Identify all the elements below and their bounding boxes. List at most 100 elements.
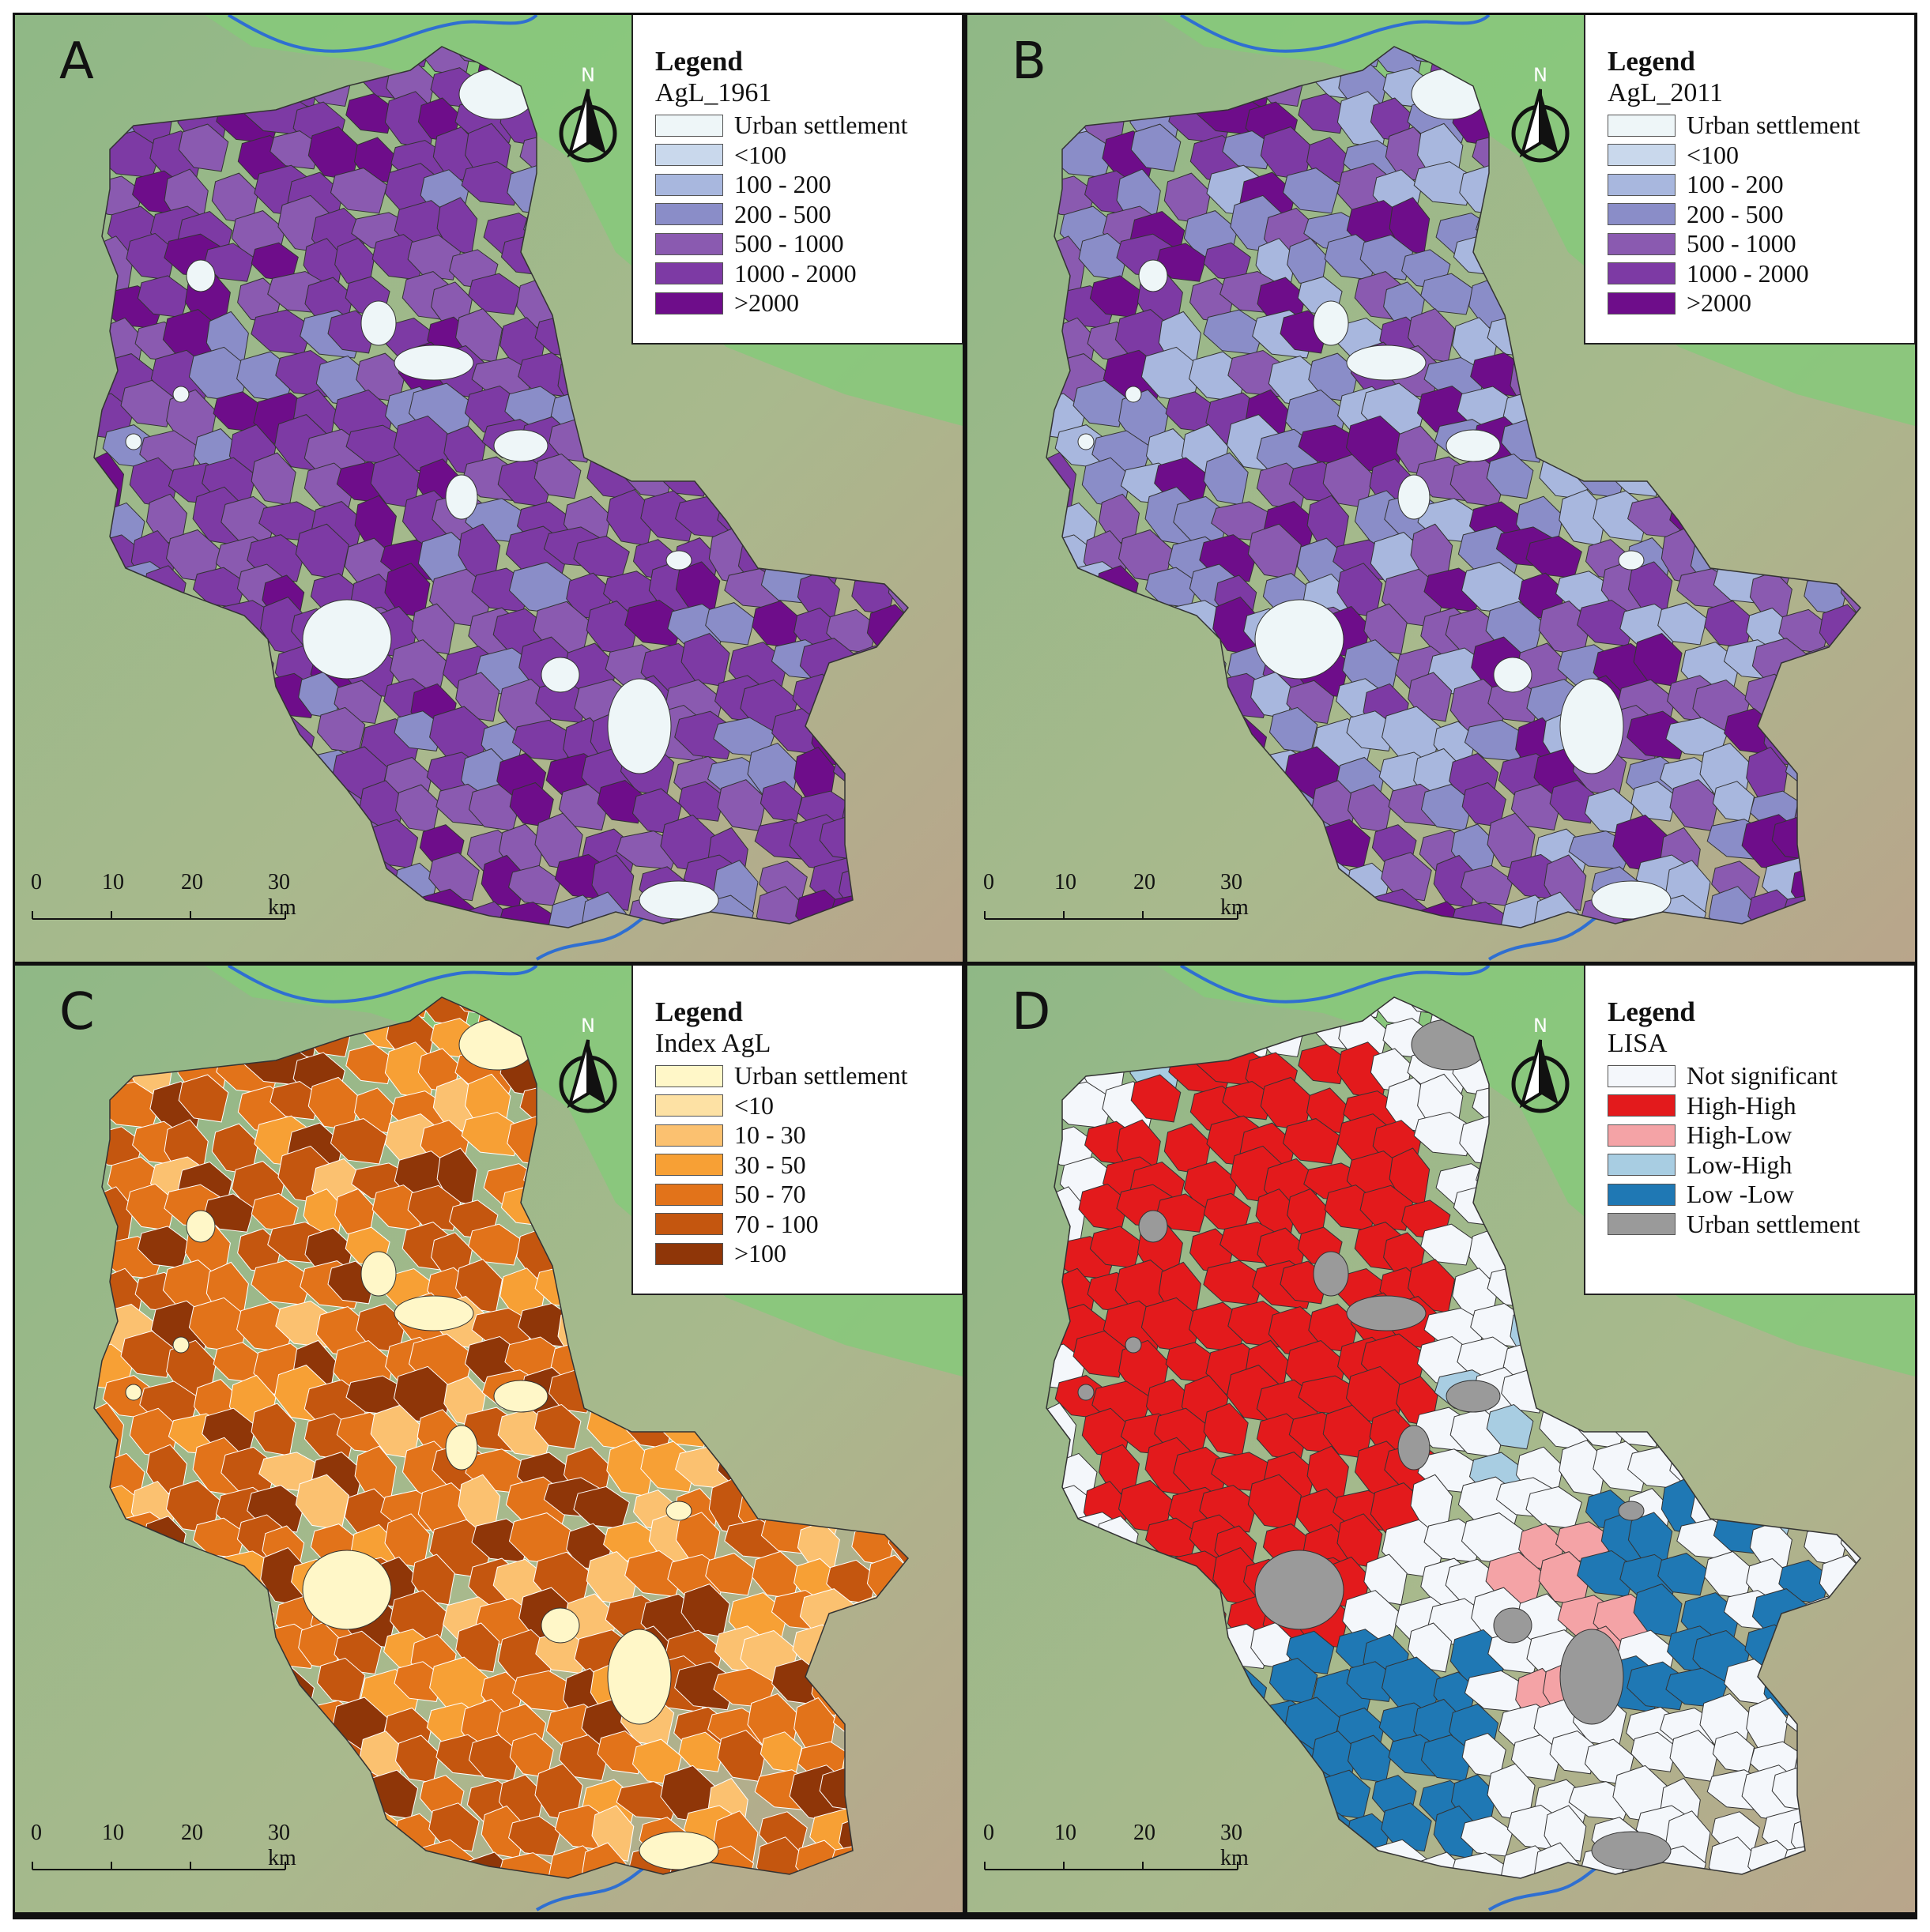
settlement-polygon <box>394 1661 444 1702</box>
legend-swatch <box>1608 1154 1676 1177</box>
map-panel-d: D N Legend LISA Not significant High-High… <box>967 966 1915 1912</box>
settlement-polygon <box>330 1118 388 1165</box>
scale-tick: 30 km <box>1220 870 1249 920</box>
urban-settlement <box>125 1384 142 1401</box>
legend-label: <100 <box>1687 140 1740 169</box>
settlement-polygon <box>1708 886 1759 928</box>
legend-swatch <box>655 1213 723 1236</box>
legend-item: <100 <box>1608 141 1914 171</box>
urban-settlement <box>172 1336 190 1354</box>
legend-item: Urban settlement <box>655 1061 962 1091</box>
legend-label: Low-High <box>1687 1150 1792 1179</box>
urban-settlement <box>1077 1384 1095 1401</box>
legend-label: >2000 <box>734 288 800 318</box>
legend-label: 30 - 50 <box>734 1150 806 1179</box>
legend-label: 1000 - 2000 <box>1687 258 1809 288</box>
legend-title: Legend <box>1608 46 1695 77</box>
urban-settlement <box>665 550 692 571</box>
legend-item: <10 <box>655 1091 962 1121</box>
legend-label: 50 - 70 <box>734 1180 806 1209</box>
urban-settlement <box>1397 1425 1431 1471</box>
legend-swatch <box>655 232 723 255</box>
settlement-polygon <box>1630 781 1677 822</box>
urban-settlement <box>302 1550 392 1630</box>
panel-letter: B <box>1012 32 1046 91</box>
settlement-polygon <box>270 130 322 170</box>
settlement-polygon <box>407 1184 462 1231</box>
settlement-polygon <box>1486 453 1534 499</box>
legend-swatch <box>1608 262 1676 285</box>
legend-label: Not significant <box>1687 1061 1838 1090</box>
scale-bar: 0 10 20 30 km <box>31 868 300 940</box>
legend-label: Urban settlement <box>1687 111 1860 140</box>
urban-settlement <box>186 259 216 292</box>
urban-settlement <box>445 474 478 520</box>
scale-bar: 0 10 20 30 km <box>983 1819 1252 1890</box>
map-panel-a: A N Legend AgL_1961 Urban settlement <100… <box>15 15 963 962</box>
legend-item: High-Low <box>1608 1120 1914 1151</box>
settlement-polygon <box>756 1836 807 1878</box>
urban-settlement <box>445 1425 478 1471</box>
urban-settlement <box>1591 1831 1672 1870</box>
legend-item: 50 - 70 <box>655 1180 962 1210</box>
urban-settlement <box>1493 657 1532 693</box>
settlement-polygon <box>558 1734 609 1781</box>
legend-swatch <box>1608 114 1676 137</box>
legend-item: Low-High <box>1608 1151 1914 1181</box>
urban-settlement <box>172 386 190 403</box>
legend-item: Urban settlement <box>655 111 962 141</box>
settlement-polygon <box>1130 123 1182 172</box>
settlement-polygon <box>270 1081 322 1120</box>
settlement-polygon <box>1346 710 1397 751</box>
legend-swatch <box>1608 173 1676 196</box>
panel-letter: A <box>59 32 94 91</box>
north-arrow-icon: N <box>1505 1011 1576 1122</box>
urban-settlement <box>1077 433 1095 450</box>
settlement-polygon <box>407 234 462 281</box>
legend-swatch <box>1608 232 1676 255</box>
settlement-polygon <box>678 781 725 822</box>
urban-settlement <box>607 678 672 774</box>
legend-label: High-High <box>1687 1090 1796 1120</box>
settlement-polygon <box>1420 273 1474 315</box>
legend-item: >2000 <box>655 288 962 318</box>
legend-item: 10 - 30 <box>655 1120 962 1151</box>
legend-item: High-High <box>1608 1091 1914 1121</box>
scale-tick: 0 <box>983 1821 994 1845</box>
legend-item: 1000 - 2000 <box>655 259 962 289</box>
legend-items: Urban settlement <10 10 - 30 30 - 50 50 - 70… <box>655 1061 962 1269</box>
legend-items: Not significant High-High High-Low Low-High… <box>1608 1061 1914 1239</box>
legend-subtitle: LISA <box>1608 1029 1668 1058</box>
legend-label: Urban settlement <box>1687 1209 1860 1238</box>
scale-tick: 10 <box>1054 1821 1076 1845</box>
legend-label: 200 - 500 <box>1687 199 1784 228</box>
map-legend: Legend LISA Not significant High-High High… <box>1584 966 1915 1295</box>
legend-swatch <box>655 1124 723 1147</box>
settlement-polygon <box>1708 1836 1759 1878</box>
legend-subtitle: AgL_2011 <box>1608 78 1724 107</box>
settlement-polygon <box>1282 1118 1340 1165</box>
settlement-polygon <box>1130 1074 1182 1123</box>
settlement-polygon <box>1657 1553 1708 1596</box>
settlement-polygon <box>1381 852 1432 902</box>
scale-bar: 0 10 20 30 km <box>983 868 1252 940</box>
settlement-polygon <box>705 602 756 646</box>
legend-swatch <box>655 292 723 314</box>
legend-item: 200 - 500 <box>655 200 962 230</box>
map-legend: Legend Index AgL Urban settlement <10 10 -… <box>631 966 963 1295</box>
legend-swatch <box>1608 292 1676 314</box>
settlement-polygon <box>345 92 395 134</box>
legend-item: Low -Low <box>1608 1180 1914 1210</box>
settlement-polygon <box>678 1731 725 1772</box>
settlement-polygon <box>1630 1731 1677 1772</box>
urban-settlement <box>665 1501 692 1521</box>
settlement-polygon <box>428 1802 480 1852</box>
legend-swatch <box>655 262 723 285</box>
legend-item: <100 <box>655 141 962 171</box>
map-panel-c: C N Legend Index AgL Urban settlement <10… <box>15 966 963 1912</box>
legend-item: >100 <box>655 1239 962 1269</box>
legend-items: Urban settlement <100 100 - 200 200 - 500 50… <box>655 111 962 318</box>
urban-settlement <box>1446 1380 1501 1413</box>
urban-settlement <box>541 657 580 693</box>
panel-letter: C <box>59 983 95 1041</box>
